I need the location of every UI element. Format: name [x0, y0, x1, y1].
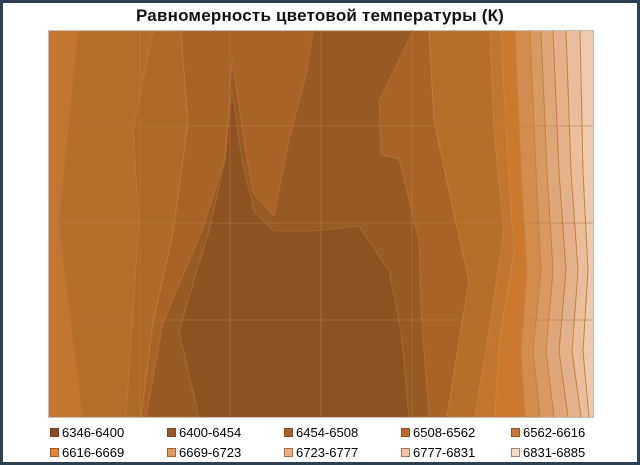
- legend-item: 6723-6777: [284, 446, 401, 459]
- legend-swatch: [511, 447, 520, 457]
- gridlines: [49, 31, 593, 417]
- legend-label: 6346-6400: [62, 424, 125, 440]
- legend-label: 6616-6669: [62, 444, 125, 460]
- legend-label: 6723-6777: [296, 444, 359, 460]
- legend-label: 6400-6454: [179, 424, 242, 440]
- chart-title: Равномерность цветовой температуры (К): [135, 6, 505, 25]
- plot-area: [48, 30, 594, 418]
- legend-item: 6562-6616: [511, 426, 625, 439]
- contour-plot: [49, 31, 593, 417]
- contour-lines: [514, 31, 590, 417]
- legend-swatch: [50, 447, 59, 457]
- legend-label: 6508-6562: [413, 424, 476, 440]
- legend-swatch: [167, 447, 176, 457]
- legend-item: 6454-6508: [284, 426, 401, 439]
- legend-swatch: [284, 427, 293, 437]
- legend-item: 6346-6400: [50, 426, 167, 439]
- legend-item: 6400-6454: [167, 426, 284, 439]
- legend-swatch: [50, 427, 59, 437]
- legend-swatch: [511, 427, 520, 437]
- legend: 6346-6400 6400-6454 6454-6508 6508-6562 …: [50, 422, 625, 462]
- legend-swatch: [167, 427, 176, 437]
- legend-swatch: [401, 427, 410, 437]
- legend-item: 6831-6885: [511, 446, 625, 459]
- legend-item: 6616-6669: [50, 446, 167, 459]
- legend-item: 6508-6562: [401, 426, 511, 439]
- legend-label: 6777-6831: [413, 444, 476, 460]
- legend-swatch: [284, 447, 293, 457]
- legend-label: 6831-6885: [523, 444, 586, 460]
- legend-label: 6454-6508: [296, 424, 359, 440]
- legend-item: 6669-6723: [167, 446, 284, 459]
- legend-label: 6562-6616: [523, 424, 586, 440]
- legend-label: 6669-6723: [179, 444, 242, 460]
- band-region-6346-6400: [178, 90, 410, 417]
- legend-item: 6777-6831: [401, 446, 511, 459]
- legend-swatch: [401, 447, 410, 457]
